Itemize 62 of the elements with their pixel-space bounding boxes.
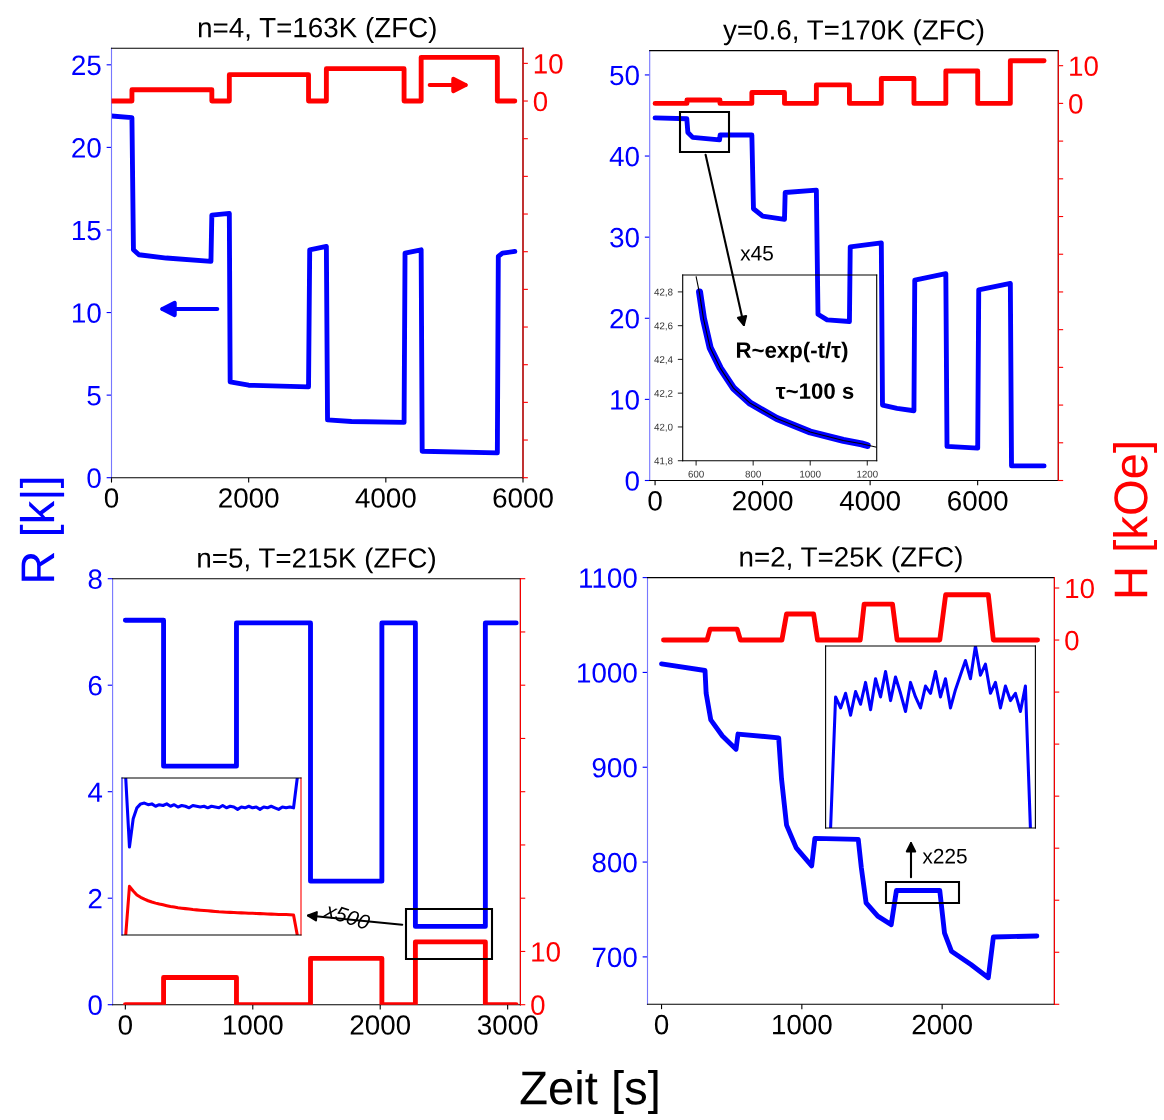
y2-tick-label: 10 <box>534 54 563 74</box>
y-tick-label: 15 <box>73 220 101 241</box>
y-tick-label: 700 <box>592 947 637 968</box>
y-tick-label: 20 <box>72 138 101 158</box>
y2-tick-label: 0 <box>1069 94 1083 114</box>
x-tick-label: 6000 <box>948 490 1008 511</box>
annotation: τ~100 s <box>775 383 854 399</box>
y-tick-label: 40 <box>609 146 639 167</box>
y2-tick-label: 10 <box>532 942 560 962</box>
x-tick-label: 2000 <box>733 490 793 511</box>
x-tick-label: 2000 <box>350 1015 411 1035</box>
x-tick-label: 0 <box>104 488 119 508</box>
y-tick-label: 42,2 <box>654 389 673 398</box>
chart-title: y=0.6, T=170K (ZFC) <box>723 19 984 46</box>
y-tick-label: 0 <box>88 995 102 1016</box>
y-tick-label: 10 <box>611 390 639 410</box>
y-tick-label: 25 <box>72 55 101 76</box>
y-tick-label: 6 <box>88 675 102 696</box>
y-tick-label: 42,6 <box>654 322 673 331</box>
x-tick-label: 0 <box>118 1015 132 1035</box>
y2-tick-label: 10 <box>1066 578 1094 599</box>
y-tick-label: 42,8 <box>654 288 673 297</box>
y-tick-label: 42,4 <box>654 356 673 365</box>
y-tick-label: 2 <box>88 888 102 909</box>
x-tick-label: 2000 <box>912 1014 972 1035</box>
y-tick-label: 10 <box>73 303 101 323</box>
annotation: x45 <box>740 246 773 261</box>
y-tick-label: 42,0 <box>654 423 673 432</box>
y2-tick-label: 10 <box>1070 56 1098 77</box>
chart-title: n=5, T=215K (ZFC) <box>198 547 435 574</box>
x-tick-label: 1000 <box>224 1015 283 1035</box>
x-tick-label: 800 <box>745 470 761 478</box>
y-tick-label: 8 <box>88 569 102 590</box>
chart-title: n=2, T=25K (ZFC) <box>740 546 962 573</box>
y-tick-label: 5 <box>87 386 101 406</box>
y-tick-label: 1000 <box>578 663 637 683</box>
x-axis-title: Zeit [s] <box>520 1069 658 1115</box>
x-tick-label: 6000 <box>493 488 553 508</box>
y-tick-label: 20 <box>610 308 639 329</box>
y2-tick-label: 0 <box>533 91 548 112</box>
y-tick-label: 4 <box>88 782 103 802</box>
y-tick-label: 41,8 <box>654 457 673 466</box>
x-tick-label: 1200 <box>857 470 878 478</box>
y-tick-label: 50 <box>610 65 639 86</box>
chart-title: n=4, T=163K (ZFC) <box>198 17 436 43</box>
x-tick-label: 4000 <box>355 488 416 508</box>
x-tick-label: 1000 <box>773 1014 832 1035</box>
y-tick-label: 30 <box>610 227 639 248</box>
y-tick-label: 800 <box>592 852 637 873</box>
x-tick-label: 4000 <box>839 490 900 511</box>
annotation: R~exp(-t/τ) <box>736 341 848 363</box>
y2-axis-title: H [kOe] <box>1112 443 1158 597</box>
x-tick-label: 3000 <box>477 1015 538 1035</box>
y-tick-label: 900 <box>592 757 637 778</box>
y-tick-label: 1100 <box>580 568 637 588</box>
annotation: x225 <box>922 848 967 864</box>
y2-tick-label: 0 <box>531 995 545 1016</box>
x-tick-label: 2000 <box>219 488 279 508</box>
y2-tick-label: 0 <box>1065 630 1079 651</box>
x-tick-label: 600 <box>688 470 704 478</box>
x-tick-label: 1000 <box>800 470 821 478</box>
y-axis-title: R [k|] <box>19 478 65 581</box>
